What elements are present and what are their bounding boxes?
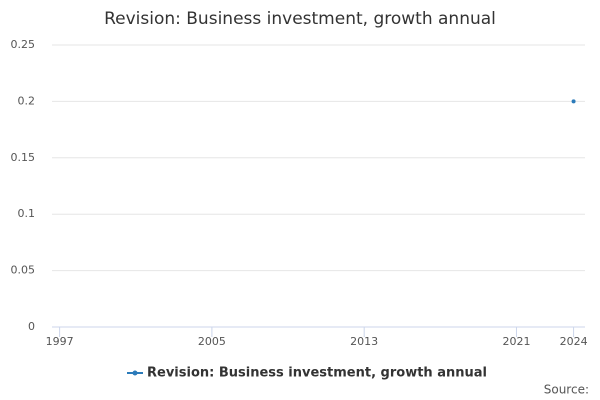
y-tick-label: 0.25 [11, 38, 36, 51]
x-tick-label: 2005 [198, 335, 226, 348]
chart-title: Revision: Business investment, growth an… [104, 9, 496, 29]
source: Source: [544, 383, 589, 397]
y-tick-label: 0.1 [18, 207, 36, 220]
x-tick-label: 1997 [46, 335, 74, 348]
x-tick-label: 2013 [350, 335, 378, 348]
legend-label: Revision: Business investment, growth an… [147, 366, 487, 381]
y-tick-label: 0 [28, 320, 35, 333]
y-tick-label: 0.2 [18, 94, 36, 107]
point [571, 99, 576, 104]
legend-marker [132, 370, 138, 376]
y-tick-label: 0.15 [11, 151, 36, 164]
x-tick-label: 2021 [502, 335, 530, 348]
y-tick-label: 0.05 [11, 264, 36, 277]
x-tick-label: 2024 [560, 335, 588, 348]
